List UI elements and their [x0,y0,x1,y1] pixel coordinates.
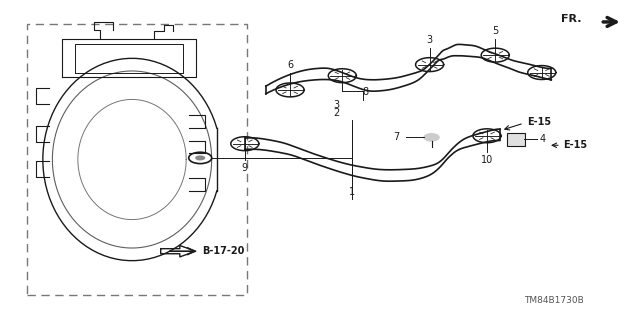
Text: 1: 1 [349,187,355,197]
Text: 8: 8 [363,86,369,97]
Text: 6: 6 [287,60,293,70]
Text: TM84B1730B: TM84B1730B [524,296,584,305]
FancyBboxPatch shape [507,133,525,146]
Text: 10: 10 [481,155,493,165]
Text: E-15: E-15 [527,117,551,127]
Text: 4: 4 [540,134,546,144]
Text: 9: 9 [242,163,248,173]
Text: 3: 3 [333,100,339,110]
Circle shape [195,155,205,160]
Text: 3: 3 [426,35,433,45]
Text: 7: 7 [394,132,399,142]
Text: B-17-20: B-17-20 [202,246,244,256]
Text: 2: 2 [333,108,339,118]
Text: 5: 5 [492,26,499,35]
Text: E-15: E-15 [563,140,588,150]
Text: FR.: FR. [561,14,581,24]
Circle shape [424,134,439,141]
